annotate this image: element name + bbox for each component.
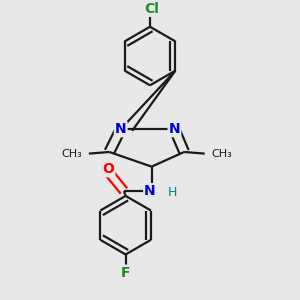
Text: Cl: Cl bbox=[144, 2, 159, 16]
Text: F: F bbox=[121, 266, 130, 280]
Text: N: N bbox=[144, 184, 156, 198]
Text: N: N bbox=[115, 122, 127, 136]
Text: CH₃: CH₃ bbox=[211, 148, 232, 159]
Text: N: N bbox=[169, 122, 180, 136]
Text: H: H bbox=[168, 186, 178, 199]
Text: CH₃: CH₃ bbox=[61, 148, 82, 159]
Text: O: O bbox=[102, 162, 114, 176]
